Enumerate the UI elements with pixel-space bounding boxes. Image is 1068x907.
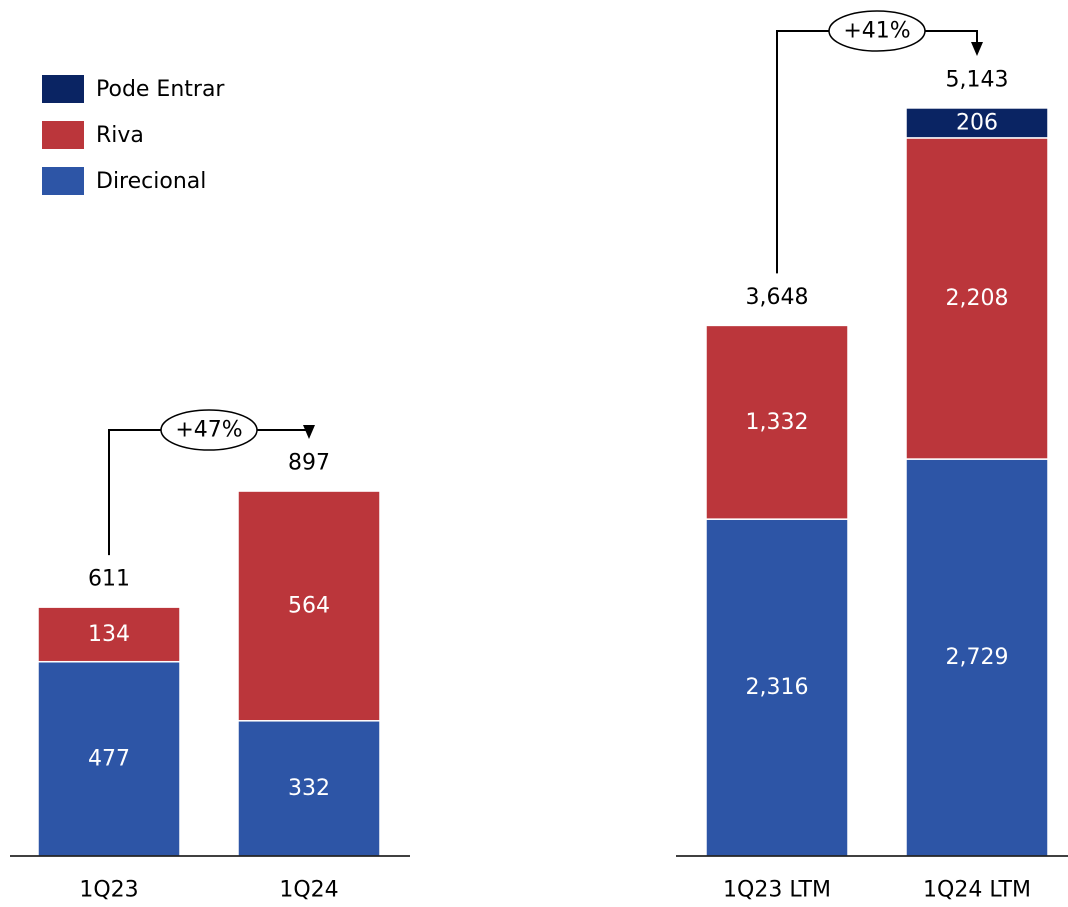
- bar-1q23-ltm-riva: [705, 324, 849, 520]
- growth-label-2: +41%: [843, 19, 910, 44]
- total-label-1q24: 897: [288, 451, 330, 476]
- bar-label-1q24-ltm-riva: 2,208: [946, 286, 1009, 311]
- x-tick-label-1q24: 1Q24: [279, 878, 338, 903]
- bar-1q24-riva: [237, 490, 381, 722]
- bar-label-1q24-ltm-direcional: 2,729: [946, 645, 1009, 670]
- bar-1q23-direcional: [37, 660, 181, 857]
- total-label-1q24-ltm: 5,143: [946, 67, 1009, 92]
- bar-1q24-ltm-riva: [905, 137, 1049, 460]
- legend-swatch-direcional: [42, 167, 84, 195]
- bar-1q23-ltm-direcional: [705, 518, 849, 857]
- legend-label-direcional: Direcional: [96, 168, 207, 194]
- bar-label-1q23-riva: 134: [88, 622, 130, 647]
- legend-swatch-pode-entrar: [42, 75, 84, 103]
- growth-label-1: +47%: [175, 418, 242, 443]
- bar-label-1q23-ltm-riva: 1,332: [746, 410, 809, 435]
- bar-label-1q24-riva: 564: [288, 593, 330, 618]
- growth-arrow-head-1: [303, 425, 315, 440]
- legend-item-pode-entrar: Pode Entrar: [42, 66, 224, 112]
- legend-label-riva: Riva: [96, 122, 144, 148]
- x-tick-label-1q23: 1Q23: [79, 878, 138, 903]
- growth-arrow-head-2: [971, 41, 983, 56]
- legend: Pode Entrar Riva Direcional: [42, 66, 224, 204]
- bar-label-1q23-direcional: 477: [88, 746, 130, 771]
- total-label-1q23-ltm: 3,648: [746, 285, 809, 310]
- growth-bubble-2: [828, 10, 926, 52]
- legend-item-riva: Riva: [42, 112, 224, 158]
- legend-label-pode-entrar: Pode Entrar: [96, 76, 225, 102]
- bar-1q23-riva: [37, 606, 181, 663]
- bar-label-1q24-ltm-pode-entrar: 206: [956, 110, 998, 135]
- bar-label-1q24-direcional: 332: [288, 776, 330, 801]
- bar-label-1q23-ltm-direcional: 2,316: [746, 675, 809, 700]
- x-tick-label-1q23-ltm: 1Q23 LTM: [723, 878, 831, 903]
- bar-1q24-ltm-pode-entrar: [905, 107, 1049, 139]
- growth-bubble-1: [160, 409, 258, 451]
- bar-1q24-ltm-direcional: [905, 458, 1049, 857]
- total-label-1q23: 611: [88, 567, 130, 592]
- legend-swatch-riva: [42, 121, 84, 149]
- x-tick-label-1q24-ltm: 1Q24 LTM: [923, 878, 1031, 903]
- legend-item-direcional: Direcional: [42, 158, 224, 204]
